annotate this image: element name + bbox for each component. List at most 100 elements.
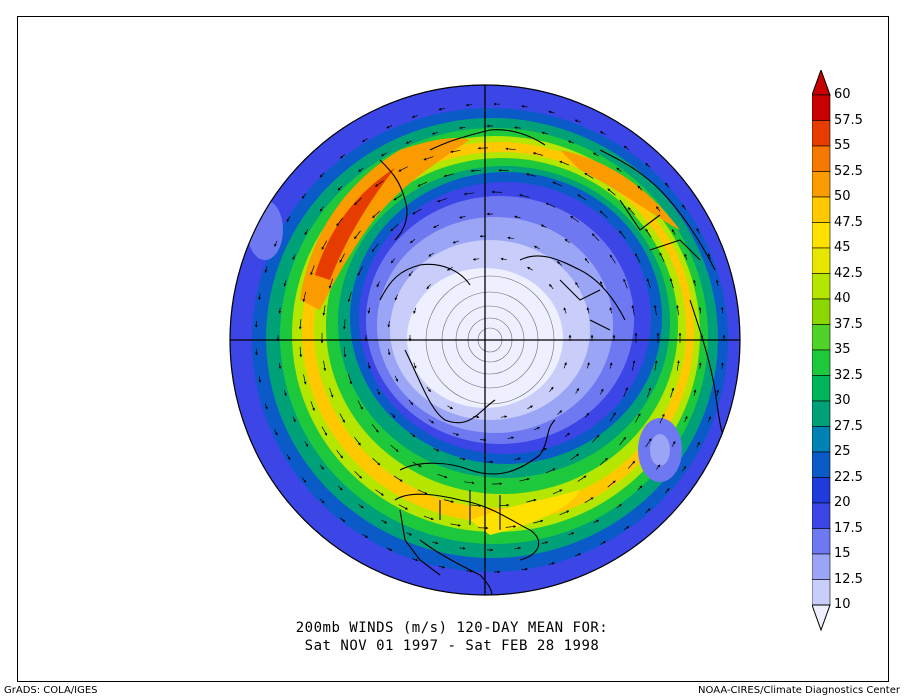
wind-arrow [354, 436, 361, 446]
colorbar-swatch [812, 426, 831, 453]
wind-arrow [329, 387, 334, 398]
wind-arrow [393, 475, 403, 482]
wind-arrow [568, 532, 575, 536]
wind-arrow [390, 444, 399, 452]
wind-arrow [336, 217, 343, 227]
wind-arrow [321, 240, 328, 250]
colorbar-tick-label: 42.5 [834, 265, 863, 281]
wind-arrow [635, 413, 641, 423]
wind-arrow [623, 278, 628, 289]
colorbar-swatch [812, 400, 831, 427]
wind-arrow [715, 279, 719, 287]
wind-arrow [584, 257, 590, 264]
colorbar-swatch [812, 324, 831, 351]
wind-arrow [348, 374, 352, 385]
wind-arrow [549, 283, 554, 290]
wind-arrow [593, 519, 600, 524]
wind-arrow [584, 497, 594, 504]
wind-arrow [417, 489, 428, 495]
wind-arrow [534, 426, 541, 431]
wind-speed-field [230, 85, 740, 595]
wind-arrow [514, 546, 522, 550]
wind-arrow [665, 488, 670, 494]
wind-arrow [532, 152, 543, 156]
wind-arrow [575, 387, 580, 394]
colorbar-tick-label: 35 [834, 342, 851, 357]
wind-arrow [653, 304, 657, 316]
coastlines [379, 129, 726, 595]
colorbar-swatch [812, 145, 831, 172]
wind-arrow [387, 321, 391, 328]
colorbar-swatch [812, 349, 831, 376]
wind-arrow [423, 515, 434, 520]
wind-arrow [619, 230, 626, 240]
wind-arrow [575, 553, 582, 557]
wind-arrow [671, 228, 676, 235]
wind-arrow [500, 257, 507, 261]
wind-arrow [545, 468, 556, 474]
wind-arrow [438, 107, 445, 111]
wind-arrow [600, 541, 607, 545]
wind-arrow [498, 168, 509, 172]
wind-arrow [319, 172, 325, 178]
wind-arrow [541, 131, 548, 135]
wind-arrow [599, 457, 608, 466]
colorbar-swatch [812, 579, 831, 606]
wind-arrow [310, 401, 315, 411]
colorbar-tick-label: 32.5 [834, 367, 863, 383]
wind-arrow [563, 307, 567, 314]
wind-arrow [322, 305, 326, 316]
wind-arrow [354, 471, 363, 479]
wind-arrow [549, 386, 554, 392]
wind-arrow [409, 238, 416, 244]
wind-arrow [507, 436, 515, 440]
wind-arrow [591, 233, 600, 242]
colorbar-swatch [812, 196, 831, 223]
colorbar-swatch [812, 553, 831, 580]
colorbar-tick-label: 50 [834, 189, 851, 204]
wind-arrow [426, 386, 431, 393]
colorbar-tick-label: 45 [834, 240, 851, 255]
wind-arrow [627, 207, 636, 216]
wind-arrow [567, 140, 575, 144]
wind-arrow [375, 489, 384, 496]
wind-arrow [659, 252, 665, 263]
wind-arrow [574, 119, 581, 123]
wind-arrow [693, 389, 697, 396]
wind-arrow [372, 210, 381, 219]
wind-arrow [298, 319, 302, 330]
color-scale-bar [812, 70, 831, 632]
wind-arrow [637, 185, 643, 191]
wind-arrow [548, 562, 556, 565]
wind-arrow [557, 410, 563, 415]
wind-arrow [645, 438, 652, 448]
wind-arrow [600, 281, 604, 288]
wind-arrow [347, 292, 352, 303]
wind-arrow [465, 103, 473, 107]
wind-arrow [362, 138, 368, 142]
wind-arrow [437, 198, 448, 203]
wind-arrow [635, 253, 641, 263]
wind-arrow [464, 481, 475, 485]
wind-arrow [323, 360, 327, 372]
wind-arrow [616, 504, 622, 509]
wind-arrow [278, 307, 282, 314]
wind-arrow [577, 475, 587, 482]
wind-arrow [413, 362, 417, 369]
wind-arrow [541, 541, 549, 544]
colorbar-swatch [812, 528, 831, 555]
wind-arrow [491, 190, 502, 194]
colorbar-tick-label: 57.5 [834, 112, 863, 128]
wind-arrow [637, 485, 643, 491]
wind-arrow [646, 387, 652, 398]
wind-arrow [321, 426, 328, 436]
wind-arrow [411, 115, 419, 118]
wind-arrow [375, 180, 384, 187]
wind-arrow [274, 240, 278, 247]
wind-arrow [533, 519, 544, 524]
wind-arrow [670, 387, 675, 398]
wind-arrow [645, 228, 652, 238]
wind-arrow [386, 547, 393, 551]
wind-arrow [354, 230, 361, 240]
wind-arrow [664, 182, 670, 188]
